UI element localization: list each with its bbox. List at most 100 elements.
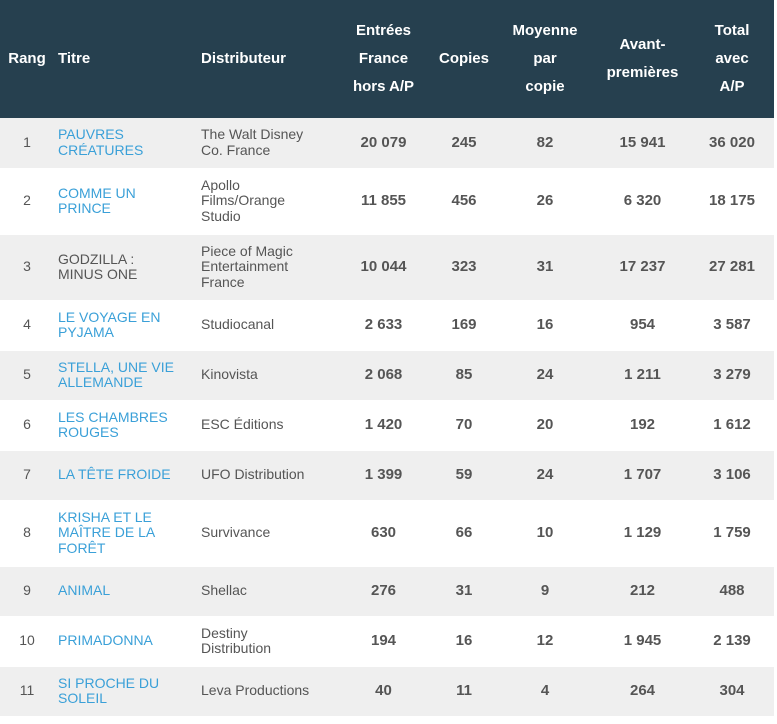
film-title-line: SI PROCHE DU <box>58 674 160 691</box>
moyenne-cell: 10 <box>495 500 595 567</box>
distributor-line: Apollo <box>201 176 240 193</box>
rank-cell: 1 <box>0 118 54 169</box>
film-title-link[interactable]: STELLA, UNE VIE ALLEMANDE <box>54 350 197 401</box>
distributor-line: Piece of Magic <box>201 242 293 259</box>
header-total-line: avec <box>715 50 749 67</box>
total-cell: 27 281 <box>690 234 774 301</box>
distributor-line: Kinovista <box>201 366 258 383</box>
film-title-line: MAÎTRE DE LA <box>58 524 156 541</box>
distributor-line: Leva Productions <box>201 682 310 699</box>
film-title-line: LES CHAMBRES <box>58 408 168 425</box>
avant-premieres-cell: 15 941 <box>595 118 690 169</box>
film-title-line: KRISHA ET LE <box>58 508 152 525</box>
entrees-cell: 630 <box>334 500 433 567</box>
rank-cell: 7 <box>0 450 54 501</box>
entrees-cell: 10 044 <box>334 234 433 301</box>
distributor-cell: UFO Distribution <box>197 450 334 501</box>
entrees-cell: 2 068 <box>334 350 433 401</box>
table-row: 2 COMME UN PRINCE Apollo Films/Orange Studio 1… <box>0 168 774 235</box>
avant-premieres-cell: 954 <box>595 300 690 351</box>
film-title-link[interactable]: PRIMADONNA <box>54 616 197 667</box>
distributor-cell: Survivance <box>197 500 334 567</box>
distributor-line: Destiny <box>201 624 248 641</box>
avant-premieres-cell: 264 <box>595 666 690 717</box>
copies-cell: 169 <box>433 300 495 351</box>
header-entrees[interactable]: Entrées France hors A/P <box>334 0 433 118</box>
distributor-cell: Piece of Magic Entertainment France <box>197 234 334 301</box>
table-row: 11 SI PROCHE DU SOLEIL Leva Productions 40 11… <box>0 666 774 717</box>
distributor-line: Co. France <box>201 141 271 158</box>
moyenne-cell: 9 <box>495 566 595 617</box>
header-avant-premieres[interactable]: Avant- premières <box>595 0 690 118</box>
avant-premieres-cell: 1 129 <box>595 500 690 567</box>
moyenne-cell: 26 <box>495 168 595 235</box>
header-rang[interactable]: Rang <box>8 50 46 67</box>
moyenne-cell: 82 <box>495 118 595 169</box>
avant-premieres-cell: 1 211 <box>595 350 690 401</box>
moyenne-cell: 24 <box>495 450 595 501</box>
table-row: 1 PAUVRES CRÉATURES The Walt Disney Co. Fran… <box>0 118 774 169</box>
film-title-link[interactable]: KRISHA ET LE MAÎTRE DE LA FORÊT <box>54 500 197 567</box>
distributor-line: Studio <box>201 207 241 224</box>
table-body: 1 PAUVRES CRÉATURES The Walt Disney Co. Fran… <box>0 118 774 717</box>
distributor-line: UFO Distribution <box>201 466 305 483</box>
table-row: 10 PRIMADONNA Destiny Distribution 194 16 12 1 … <box>0 616 774 667</box>
film-title-link[interactable]: COMME UN PRINCE <box>54 168 197 235</box>
total-cell: 1 612 <box>690 400 774 451</box>
film-title: GODZILLA : MINUS ONE <box>54 234 197 301</box>
film-title-link[interactable]: PAUVRES CRÉATURES <box>54 118 197 169</box>
distributor-line: Entertainment <box>201 258 289 275</box>
rank-cell: 10 <box>0 616 54 667</box>
film-title-line: FORÊT <box>58 539 106 556</box>
entrees-cell: 276 <box>334 566 433 617</box>
header-moyenne-line: copie <box>525 78 565 95</box>
header-distributeur[interactable]: Distributeur <box>201 50 287 67</box>
header-entrees-line: hors A/P <box>352 78 415 95</box>
rank-cell: 2 <box>0 168 54 235</box>
total-cell: 36 020 <box>690 118 774 169</box>
film-title-link[interactable]: ANIMAL <box>54 566 197 617</box>
rank-cell: 11 <box>0 666 54 717</box>
film-title-link[interactable]: LA TÊTE FROIDE <box>54 450 197 501</box>
distributor-cell: ESC Éditions <box>197 400 334 451</box>
distributor-cell: Studiocanal <box>197 300 334 351</box>
table-row: 6 LES CHAMBRES ROUGES ESC Éditions 1 420 70 20… <box>0 400 774 451</box>
header-moyenne[interactable]: Moyenne par copie <box>495 0 595 118</box>
film-title-line: ROUGES <box>58 424 119 440</box>
copies-cell: 59 <box>433 450 495 501</box>
distributor-line: Films/Orange <box>201 192 286 209</box>
header-total-line: Total <box>714 22 750 39</box>
rank-cell: 5 <box>0 350 54 401</box>
header-titre[interactable]: Titre <box>58 50 91 67</box>
film-title-link[interactable]: LE VOYAGE EN PYJAMA <box>54 300 197 351</box>
header-copies[interactable]: Copies <box>438 50 489 67</box>
film-title-line: LE VOYAGE EN <box>58 308 161 325</box>
film-title-link[interactable]: SI PROCHE DU SOLEIL <box>54 666 197 717</box>
total-cell: 2 139 <box>690 616 774 667</box>
header-avant-line: Avant- <box>619 36 666 53</box>
moyenne-cell: 12 <box>495 616 595 667</box>
rank-cell: 6 <box>0 400 54 451</box>
copies-cell: 16 <box>433 616 495 667</box>
moyenne-cell: 20 <box>495 400 595 451</box>
distributor-cell: Shellac <box>197 566 334 617</box>
distributor-line: Studiocanal <box>201 316 275 333</box>
copies-cell: 66 <box>433 500 495 567</box>
table-row: 7 LA TÊTE FROIDE UFO Distribution 1 399 59 24… <box>0 450 774 501</box>
avant-premieres-cell: 192 <box>595 400 690 451</box>
copies-cell: 70 <box>433 400 495 451</box>
film-title-line: ANIMAL <box>58 582 111 599</box>
total-cell: 1 759 <box>690 500 774 567</box>
entrees-cell: 20 079 <box>334 118 433 169</box>
distributor-cell: The Walt Disney Co. France <box>197 118 334 169</box>
header-total[interactable]: Total avec A/P <box>690 0 774 118</box>
film-title-link[interactable]: LES CHAMBRES ROUGES <box>54 400 197 451</box>
film-title-line: ALLEMANDE <box>58 374 143 390</box>
copies-cell: 456 <box>433 168 495 235</box>
entrees-cell: 1 420 <box>334 400 433 451</box>
film-title-line: MINUS ONE <box>58 266 138 282</box>
avant-premieres-cell: 212 <box>595 566 690 617</box>
table-row: 3 GODZILLA : MINUS ONE Piece of Magic Entert… <box>0 234 774 301</box>
total-cell: 488 <box>690 566 774 617</box>
